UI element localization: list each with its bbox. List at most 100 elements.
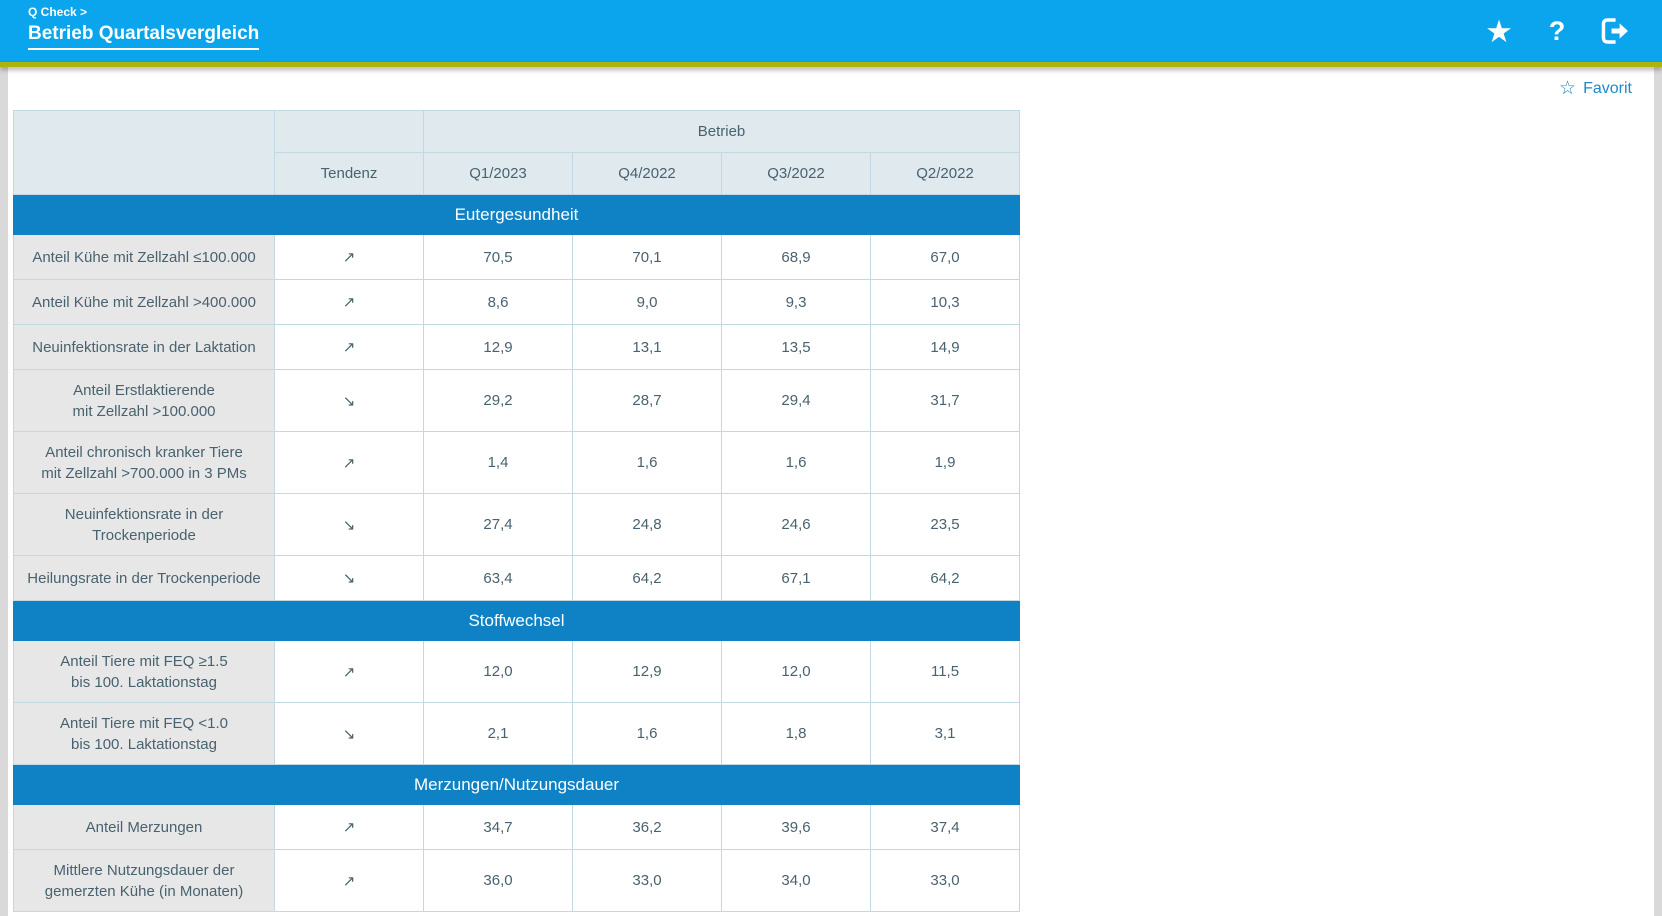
table-row: Anteil Kühe mit Zellzahl >400.000 ↗ 8,6 9,0… (13, 279, 1021, 325)
value-cell: 1,9 (869, 431, 1021, 494)
table-row: Anteil Kühe mit Zellzahl ≤100.000 ↗ 70,5 70… (13, 234, 1021, 280)
trend-up-icon: ↗ (274, 804, 424, 850)
value-cell: 13,1 (572, 324, 722, 370)
value-cell: 1,6 (572, 431, 722, 494)
section-header-row: Merzungen/Nutzungsdauer (12, 764, 1021, 805)
value-cell: 24,8 (572, 493, 722, 556)
value-cell: 23,5 (869, 493, 1021, 556)
value-cell: 34,0 (721, 849, 871, 912)
value-cell: 64,2 (572, 555, 722, 601)
row-label: Anteil Kühe mit Zellzahl >400.000 (13, 279, 275, 325)
value-cell: 31,7 (869, 369, 1021, 432)
topbar-icon-group: ★ ? (1482, 0, 1632, 62)
logout-icon-svg (1601, 18, 1628, 44)
value-cell: 24,6 (721, 493, 871, 556)
trend-down-icon: ↘ (274, 555, 424, 601)
row-label: Anteil Kühe mit Zellzahl ≤100.000 (13, 234, 275, 280)
table-row: Anteil Tiere mit FEQ <1.0 bis 100. Lakta… (13, 702, 1021, 765)
table-row: Neuinfektionsrate in der Trockenperiode ↘… (13, 493, 1021, 556)
value-cell: 8,6 (423, 279, 573, 325)
value-cell: 1,6 (572, 702, 722, 765)
section-title: Stoffwechsel (12, 600, 1021, 641)
corner-header-cell (13, 110, 275, 195)
table-row: Mittlere Nutzungsdauer der gemerzten Küh… (13, 849, 1021, 912)
row-label: Anteil Tiere mit FEQ ≥1.5 bis 100. Lakta… (13, 640, 275, 703)
value-cell: 28,7 (572, 369, 722, 432)
table-row: Neuinfektionsrate in der Laktation ↗ 12,9 1… (13, 324, 1021, 370)
value-cell: 64,2 (869, 555, 1021, 601)
trend-down-icon: ↘ (274, 493, 424, 556)
value-cell: 14,9 (869, 324, 1021, 370)
section-header-row: Stoffwechsel (12, 600, 1021, 641)
value-cell: 29,2 (423, 369, 573, 432)
row-label: Neuinfektionsrate in der Trockenperiode (13, 493, 275, 556)
column-header: Q1/2023 (423, 152, 573, 195)
value-cell: 27,4 (423, 493, 573, 556)
quarter-comparison-table: Betrieb Tendenz Q1/2023 Q4/2022 Q3/2022 Q2/2… (12, 110, 1021, 912)
value-cell: 70,1 (572, 234, 722, 280)
table-row: Anteil Tiere mit FEQ ≥1.5 bis 100. Lakta… (13, 640, 1021, 703)
value-cell: 67,1 (721, 555, 871, 601)
main-content-panel: ☆ Favorit Betrieb Tendenz Q1/2023 Q4/2022 Q… (8, 67, 1654, 916)
value-cell: 12,9 (572, 640, 722, 703)
column-header: Tendenz (274, 152, 424, 195)
accent-divider (0, 62, 1662, 67)
value-cell: 67,0 (869, 234, 1021, 280)
favorit-star-icon: ☆ (1559, 78, 1577, 99)
section-header-row: Eutergesundheit (12, 194, 1021, 235)
favorit-label: Favorit (1583, 79, 1632, 97)
value-cell: 12,0 (423, 640, 573, 703)
value-cell: 9,0 (572, 279, 722, 325)
value-cell: 70,5 (423, 234, 573, 280)
value-cell: 39,6 (721, 804, 871, 850)
table-row: Anteil chronisch kranker Tiere mit Zellz… (13, 431, 1021, 494)
value-cell: 2,1 (423, 702, 573, 765)
value-cell: 29,4 (721, 369, 871, 432)
value-cell: 63,4 (423, 555, 573, 601)
trend-up-icon: ↗ (274, 849, 424, 912)
value-cell: 68,9 (721, 234, 871, 280)
row-label: Mittlere Nutzungsdauer der gemerzten Küh… (13, 849, 275, 912)
row-label: Anteil Merzungen (13, 804, 275, 850)
value-cell: 1,8 (721, 702, 871, 765)
row-label: Anteil chronisch kranker Tiere mit Zellz… (13, 431, 275, 494)
favorites-star-icon[interactable]: ★ (1485, 13, 1513, 49)
column-header-row: Tendenz Q1/2023 Q4/2022 Q3/2022 Q2/2022 (14, 152, 1021, 195)
trend-down-icon: ↘ (274, 702, 424, 765)
favorit-button[interactable]: ☆ Favorit (1559, 79, 1632, 98)
value-cell: 13,5 (721, 324, 871, 370)
value-cell: 11,5 (869, 640, 1021, 703)
value-cell: 37,4 (869, 804, 1021, 850)
value-cell: 1,6 (721, 431, 871, 494)
value-cell: 12,9 (423, 324, 573, 370)
row-label: Neuinfektionsrate in der Laktation (13, 324, 275, 370)
row-label: Anteil Tiere mit FEQ <1.0 bis 100. Lakta… (13, 702, 275, 765)
trend-down-icon: ↘ (274, 369, 424, 432)
value-cell: 36,2 (572, 804, 722, 850)
table-row: Anteil Merzungen ↗ 34,7 36,2 39,6 37,4 (13, 804, 1021, 850)
tendenz-group-spacer-cell (274, 110, 424, 153)
logout-icon[interactable] (1598, 11, 1632, 51)
trend-up-icon: ↗ (274, 279, 424, 325)
row-label: Anteil Erstlaktierende mit Zellzahl >100… (13, 369, 275, 432)
column-header: Q2/2022 (869, 152, 1021, 195)
value-cell: 34,7 (423, 804, 573, 850)
column-header: Q4/2022 (572, 152, 722, 195)
value-cell: 10,3 (869, 279, 1021, 325)
top-navigation-bar: Q Check > Betrieb Quartalsvergleich ★ ? (0, 0, 1662, 62)
group-header-betrieb: Betrieb (422, 110, 1021, 153)
section-title: Merzungen/Nutzungsdauer (12, 764, 1021, 805)
page-title[interactable]: Betrieb Quartalsvergleich (28, 23, 260, 50)
table-row: Heilungsrate in der Trockenperiode ↘ 63,4 6… (13, 555, 1021, 601)
value-cell: 12,0 (721, 640, 871, 703)
row-label: Heilungsrate in der Trockenperiode (13, 555, 275, 601)
value-cell: 36,0 (423, 849, 573, 912)
value-cell: 33,0 (572, 849, 722, 912)
help-icon[interactable]: ? (1548, 15, 1566, 46)
trend-up-icon: ↗ (274, 431, 424, 494)
column-header: Q3/2022 (721, 152, 871, 195)
value-cell: 1,4 (423, 431, 573, 494)
table-row: Anteil Erstlaktierende mit Zellzahl >100… (13, 369, 1021, 432)
breadcrumb[interactable]: Q Check > (28, 5, 88, 19)
value-cell: 3,1 (869, 702, 1021, 765)
